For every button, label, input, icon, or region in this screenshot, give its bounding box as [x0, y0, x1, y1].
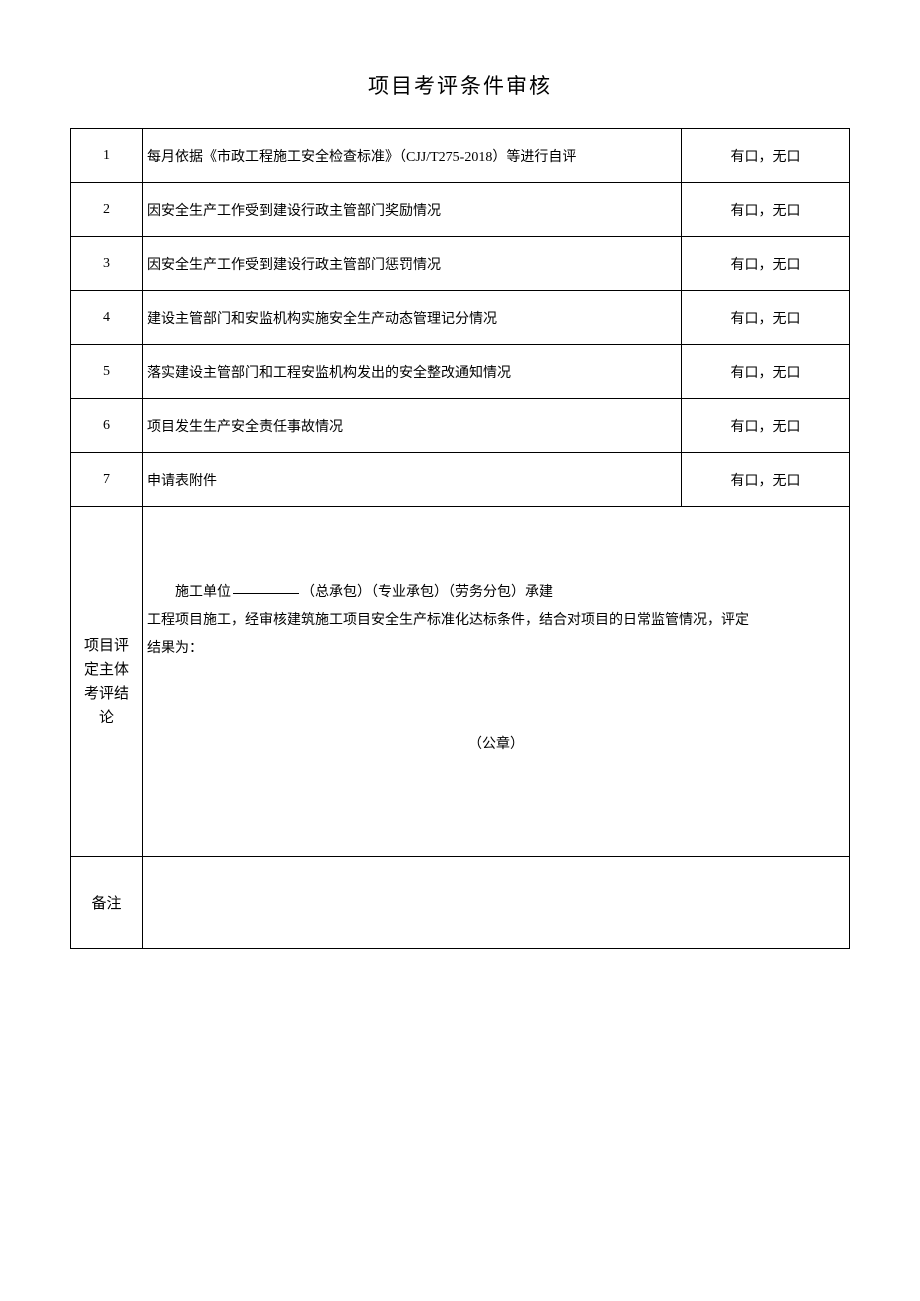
row-option: 有口，无口: [682, 453, 850, 507]
row-option: 有口，无口: [682, 129, 850, 183]
row-option: 有口，无口: [682, 183, 850, 237]
table-row: 1 每月依据《市政工程施工安全检查标准》（CJJ/T275-2018）等进行自评…: [71, 129, 850, 183]
conclusion-label: 项目评定主体考评结论: [71, 507, 143, 857]
row-option: 有口，无口: [682, 399, 850, 453]
row-number: 7: [71, 453, 143, 507]
table-row: 7 申请表附件 有口，无口: [71, 453, 850, 507]
row-number: 6: [71, 399, 143, 453]
row-description: 因安全生产工作受到建设行政主管部门奖励情况: [143, 183, 682, 237]
conclusion-line3: 结果为：: [147, 635, 845, 663]
row-number: 3: [71, 237, 143, 291]
table-row: 4 建设主管部门和安监机构实施安全生产动态管理记分情况 有口，无口: [71, 291, 850, 345]
row-number: 2: [71, 183, 143, 237]
remark-row: 备注: [71, 857, 850, 949]
conclusion-suffix: （总承包）（专业承包）（劳务分包）承建: [301, 585, 553, 600]
row-number: 4: [71, 291, 143, 345]
conclusion-line2: 工程项目施工，经审核建筑施工项目安全生产标准化达标条件，结合对项目的日常监管情况…: [147, 607, 845, 635]
table-row: 3 因安全生产工作受到建设行政主管部门惩罚情况 有口，无口: [71, 237, 850, 291]
blank-field[interactable]: [233, 593, 299, 594]
conclusion-prefix: 施工单位: [175, 585, 231, 600]
row-number: 1: [71, 129, 143, 183]
remark-content: [143, 857, 850, 949]
row-number: 5: [71, 345, 143, 399]
remark-label: 备注: [71, 857, 143, 949]
row-description: 落实建设主管部门和工程安监机构发出的安全整改通知情况: [143, 345, 682, 399]
row-option: 有口，无口: [682, 345, 850, 399]
row-description: 建设主管部门和安监机构实施安全生产动态管理记分情况: [143, 291, 682, 345]
conclusion-content: 施工单位 （总承包）（专业承包）（劳务分包）承建 工程项目施工，经审核建筑施工项目…: [143, 507, 850, 857]
seal-text: （公章）: [147, 731, 845, 759]
table-row: 6 项目发生生产安全责任事故情况 有口，无口: [71, 399, 850, 453]
row-description: 因安全生产工作受到建设行政主管部门惩罚情况: [143, 237, 682, 291]
row-option: 有口，无口: [682, 237, 850, 291]
row-option: 有口，无口: [682, 291, 850, 345]
table-row: 2 因安全生产工作受到建设行政主管部门奖励情况 有口，无口: [71, 183, 850, 237]
row-description: 每月依据《市政工程施工安全检查标准》（CJJ/T275-2018）等进行自评: [143, 129, 682, 183]
row-description: 项目发生生产安全责任事故情况: [143, 399, 682, 453]
conclusion-row: 项目评定主体考评结论 施工单位 （总承包）（专业承包）（劳务分包）承建 工程项目施…: [71, 507, 850, 857]
table-row: 5 落实建设主管部门和工程安监机构发出的安全整改通知情况 有口，无口: [71, 345, 850, 399]
review-table: 1 每月依据《市政工程施工安全检查标准》（CJJ/T275-2018）等进行自评…: [70, 128, 850, 949]
row-description: 申请表附件: [143, 453, 682, 507]
conclusion-line1: 施工单位 （总承包）（专业承包）（劳务分包）承建: [147, 579, 845, 607]
page-title: 项目考评条件审核: [70, 70, 850, 100]
